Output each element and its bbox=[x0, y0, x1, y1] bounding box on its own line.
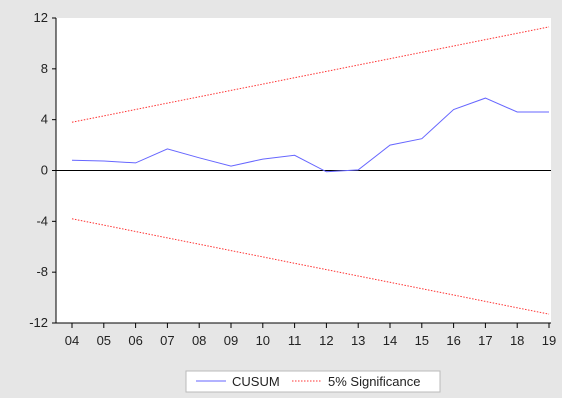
y-ticks-group: 12 8 4 0 -4 -8 -12 bbox=[29, 10, 56, 330]
x-tick-label: 11 bbox=[288, 333, 302, 348]
x-tick-label: 15 bbox=[415, 333, 429, 348]
x-tick-label: 17 bbox=[478, 333, 492, 348]
legend-cusum-label: CUSUM bbox=[232, 374, 280, 389]
legend-significance-label: 5% Significance bbox=[328, 374, 421, 389]
x-tick-label: 13 bbox=[351, 333, 365, 348]
x-tick-label: 05 bbox=[97, 333, 111, 348]
x-tick-label: 09 bbox=[224, 333, 238, 348]
y-tick-label: 0 bbox=[41, 163, 48, 178]
legend: CUSUM 5% Significance bbox=[185, 370, 441, 393]
series-line-5-significance bbox=[71, 26, 550, 123]
x-tick-label: 14 bbox=[383, 333, 397, 348]
x-tick-label: 04 bbox=[65, 333, 79, 348]
x-tick-label: 18 bbox=[510, 333, 524, 348]
series-group bbox=[71, 26, 550, 315]
x-tick-label: 12 bbox=[319, 333, 333, 348]
y-tick-label: -12 bbox=[29, 315, 48, 330]
y-tick-label: -8 bbox=[36, 264, 48, 279]
x-tick-label: 06 bbox=[128, 333, 142, 348]
series-line-cusum bbox=[71, 97, 549, 173]
series-line-lower-bound bbox=[71, 218, 550, 315]
x-tick-label: 10 bbox=[256, 333, 270, 348]
y-tick-label: -4 bbox=[36, 213, 48, 228]
y-tick-label: 8 bbox=[41, 61, 48, 76]
x-tick-label: 19 bbox=[542, 333, 556, 348]
x-tick-label: 16 bbox=[446, 333, 460, 348]
x-tick-label: 08 bbox=[192, 333, 206, 348]
x-tick-label: 07 bbox=[160, 333, 174, 348]
y-tick-label: 4 bbox=[41, 112, 48, 127]
x-ticks-group: 04 05 06 07 08 09 10 11 12 13 14 15 16 17 18 19 bbox=[65, 323, 556, 348]
y-tick-label: 12 bbox=[34, 10, 48, 25]
